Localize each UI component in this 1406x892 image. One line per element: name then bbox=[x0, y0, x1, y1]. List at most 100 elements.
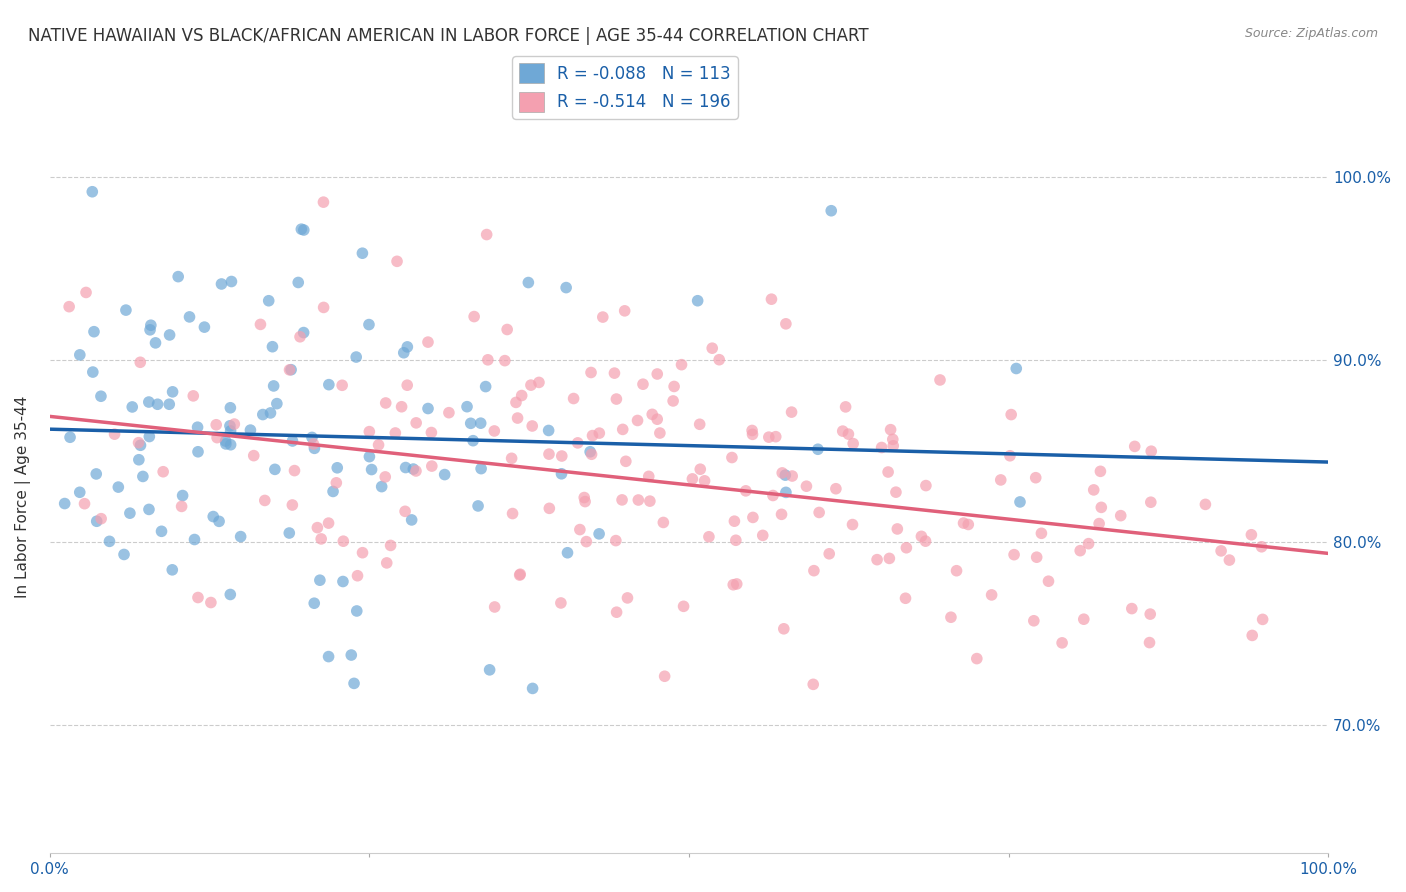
Point bbox=[391, 400, 413, 414]
Point bbox=[219, 401, 242, 415]
Point bbox=[288, 330, 311, 344]
Point bbox=[1000, 408, 1022, 422]
Point bbox=[1022, 614, 1045, 628]
Point bbox=[107, 480, 129, 494]
Point bbox=[734, 483, 756, 498]
Point bbox=[723, 514, 745, 528]
Point bbox=[159, 327, 181, 342]
Point bbox=[627, 493, 650, 508]
Point bbox=[183, 533, 205, 547]
Point bbox=[396, 378, 419, 392]
Point bbox=[309, 532, 332, 546]
Point bbox=[671, 358, 693, 372]
Point bbox=[765, 430, 787, 444]
Point bbox=[807, 442, 830, 457]
Point bbox=[574, 491, 596, 505]
Point bbox=[494, 353, 516, 368]
Point bbox=[870, 441, 893, 455]
Point bbox=[581, 447, 603, 461]
Point bbox=[1002, 548, 1025, 562]
Point bbox=[420, 425, 443, 440]
Point bbox=[1088, 516, 1111, 531]
Point bbox=[58, 300, 80, 314]
Point bbox=[796, 479, 818, 493]
Point bbox=[1139, 635, 1161, 649]
Point bbox=[456, 400, 478, 414]
Point bbox=[384, 425, 406, 440]
Point bbox=[221, 275, 243, 289]
Point bbox=[770, 466, 793, 480]
Text: NATIVE HAWAIIAN VS BLACK/AFRICAN AMERICAN IN LABOR FORCE | AGE 35-44 CORRELATION: NATIVE HAWAIIAN VS BLACK/AFRICAN AMERICA… bbox=[28, 27, 869, 45]
Point bbox=[475, 227, 498, 242]
Point bbox=[980, 588, 1002, 602]
Point bbox=[751, 528, 773, 542]
Point bbox=[367, 438, 389, 452]
Point bbox=[257, 293, 280, 308]
Point bbox=[283, 464, 305, 478]
Point bbox=[484, 599, 506, 614]
Point bbox=[606, 605, 628, 619]
Point bbox=[762, 488, 785, 502]
Point bbox=[1140, 495, 1163, 509]
Point bbox=[645, 412, 668, 426]
Point bbox=[837, 427, 859, 442]
Point bbox=[179, 310, 201, 324]
Point bbox=[689, 417, 711, 432]
Point bbox=[103, 427, 125, 442]
Point bbox=[332, 534, 354, 549]
Point bbox=[219, 438, 242, 452]
Point bbox=[239, 423, 262, 437]
Point bbox=[374, 396, 396, 410]
Point bbox=[517, 276, 540, 290]
Point bbox=[90, 389, 112, 403]
Point bbox=[990, 473, 1012, 487]
Point bbox=[121, 400, 143, 414]
Point bbox=[966, 651, 988, 665]
Point bbox=[588, 426, 610, 441]
Point bbox=[343, 676, 366, 690]
Point bbox=[502, 507, 524, 521]
Point bbox=[139, 318, 162, 333]
Point bbox=[884, 485, 907, 500]
Point bbox=[1209, 544, 1232, 558]
Point bbox=[654, 669, 676, 683]
Point bbox=[112, 548, 135, 562]
Point bbox=[340, 648, 363, 662]
Point bbox=[278, 363, 301, 377]
Point bbox=[693, 474, 716, 488]
Point bbox=[761, 292, 783, 306]
Point bbox=[129, 438, 152, 452]
Point bbox=[312, 301, 335, 315]
Point bbox=[69, 348, 91, 362]
Point bbox=[662, 379, 685, 393]
Point bbox=[509, 568, 531, 582]
Point bbox=[641, 408, 664, 422]
Point bbox=[702, 341, 724, 355]
Point bbox=[741, 427, 763, 442]
Point bbox=[205, 417, 228, 432]
Point bbox=[318, 516, 340, 530]
Point bbox=[187, 420, 209, 434]
Point bbox=[929, 373, 952, 387]
Point bbox=[1121, 601, 1143, 615]
Point bbox=[724, 533, 747, 548]
Point bbox=[470, 461, 492, 475]
Point bbox=[98, 534, 121, 549]
Point bbox=[592, 310, 614, 324]
Point bbox=[281, 434, 304, 448]
Point bbox=[697, 530, 720, 544]
Point bbox=[614, 454, 637, 468]
Point bbox=[360, 462, 382, 476]
Point bbox=[1251, 612, 1274, 626]
Point bbox=[803, 564, 825, 578]
Point bbox=[808, 506, 831, 520]
Point bbox=[610, 492, 633, 507]
Point bbox=[322, 484, 344, 499]
Point bbox=[506, 411, 529, 425]
Point bbox=[581, 428, 603, 442]
Point bbox=[952, 516, 974, 530]
Point bbox=[626, 413, 648, 427]
Point bbox=[1140, 444, 1163, 458]
Point bbox=[914, 534, 936, 549]
Point bbox=[780, 469, 803, 483]
